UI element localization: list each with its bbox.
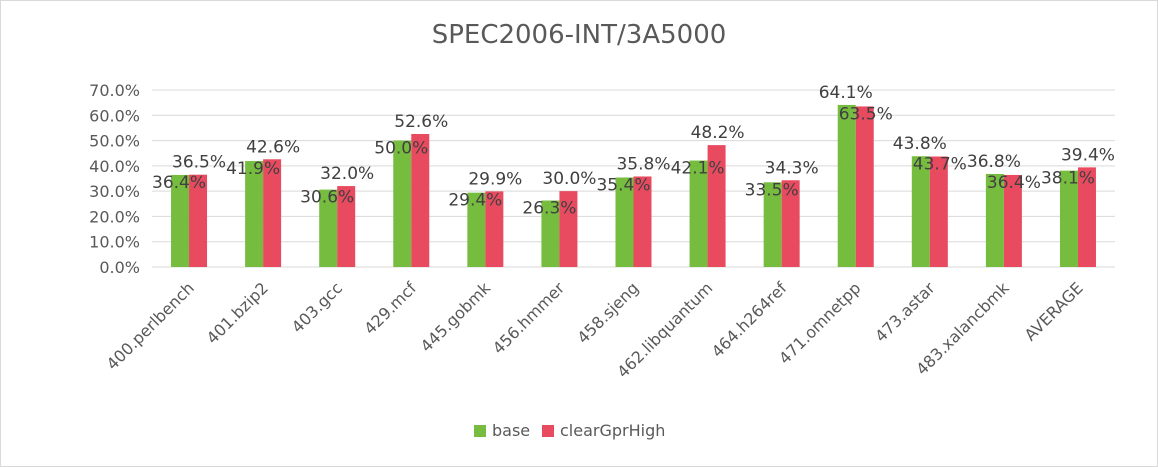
data-label-cleargprhigh: 39.4% xyxy=(1061,145,1115,165)
data-label-cleargprhigh: 30.0% xyxy=(542,169,596,189)
bar-clearGprHigh xyxy=(337,186,356,267)
data-label-base: 36.4% xyxy=(152,173,206,193)
x-tick-label: 445.gobmk xyxy=(417,278,495,356)
y-axis: 0.0% 10.0% 20.0% 30.0% 40.0% 50.0% 60.0% 70.0% xyxy=(89,81,140,277)
x-tick-label: 456.hmmer xyxy=(489,278,569,358)
legend-swatch-base xyxy=(474,425,486,437)
bar-base xyxy=(319,189,338,267)
data-label-base: 30.6% xyxy=(300,188,354,208)
bar-base xyxy=(837,104,856,267)
bar-clearGprHigh xyxy=(263,159,282,267)
bar-base xyxy=(467,192,486,267)
bar-base xyxy=(1059,170,1078,267)
gridlines xyxy=(152,89,1115,268)
x-tick-label: 403.gcc xyxy=(288,278,346,336)
data-label-base: 36.8% xyxy=(967,152,1021,172)
data-label-cleargprhigh: 36.4% xyxy=(987,173,1041,193)
bar-clearGprHigh xyxy=(707,145,726,267)
y-tick-label: 70.0% xyxy=(89,81,140,100)
data-label-base: 43.8% xyxy=(893,134,947,154)
y-tick-label: 40.0% xyxy=(89,157,140,176)
bar-base xyxy=(985,173,1004,267)
bar-clearGprHigh xyxy=(559,191,578,267)
bar-base xyxy=(541,200,560,267)
data-labels: 36.4%36.5% 41.9%42.6%30.6%32.0%50.0%52.6%… xyxy=(152,83,1115,219)
legend-label-base: base xyxy=(492,421,530,440)
x-axis: 400.perlbench 401.bzip2 403.gcc 429.mcf445.… xyxy=(103,278,1087,382)
data-label-cleargprhigh: 43.7% xyxy=(913,155,967,175)
bar-clearGprHigh xyxy=(485,191,504,267)
data-label-cleargprhigh: 42.6% xyxy=(246,137,300,157)
bars xyxy=(171,104,1096,267)
data-label-cleargprhigh: 29.9% xyxy=(468,169,522,189)
x-tick-label: 401.bzip2 xyxy=(203,278,272,347)
y-tick-label: 0.0% xyxy=(99,258,140,277)
bar-base xyxy=(689,160,708,267)
x-tick-label: 400.perlbench xyxy=(103,278,198,373)
y-tick-label: 10.0% xyxy=(89,233,140,252)
x-tick-label: 464.h264ref xyxy=(708,278,791,361)
x-tick-label: 458.sjeng xyxy=(573,278,642,347)
bar-base xyxy=(245,161,264,267)
bar-clearGprHigh xyxy=(1003,174,1022,267)
data-label-base: 33.5% xyxy=(745,180,799,200)
y-tick-label: 50.0% xyxy=(89,132,140,151)
data-label-cleargprhigh: 34.3% xyxy=(765,158,819,178)
data-label-base: 41.9% xyxy=(226,159,280,179)
bar-clearGprHigh xyxy=(1077,167,1096,267)
legend: base clearGprHigh xyxy=(474,421,665,440)
bar-base xyxy=(911,156,930,267)
data-label-base: 29.4% xyxy=(448,191,502,211)
x-tick-label: 473.astar xyxy=(871,278,939,346)
data-label-cleargprhigh: 48.2% xyxy=(691,123,745,143)
data-label-cleargprhigh: 52.6% xyxy=(394,112,448,132)
data-label-base: 64.1% xyxy=(819,83,873,103)
bar-base xyxy=(763,182,782,267)
bar-base xyxy=(171,174,190,267)
x-tick-label: AVERAGE xyxy=(1021,278,1087,344)
data-label-base: 26.3% xyxy=(522,198,576,218)
legend-swatch-clearGprHigh xyxy=(542,425,554,437)
y-tick-label: 60.0% xyxy=(89,106,140,125)
data-label-cleargprhigh: 32.0% xyxy=(320,164,374,184)
data-label-base: 42.1% xyxy=(671,159,725,179)
data-label-cleargprhigh: 35.8% xyxy=(616,154,670,174)
bar-clearGprHigh xyxy=(929,156,948,267)
data-label-base: 38.1% xyxy=(1041,169,1095,189)
data-label-base: 35.4% xyxy=(596,175,650,195)
bar-base xyxy=(393,140,412,267)
x-tick-label: 429.mcf xyxy=(360,278,420,338)
bar-clearGprHigh xyxy=(411,133,430,267)
bar-base xyxy=(615,177,634,267)
y-tick-label: 20.0% xyxy=(89,207,140,226)
bar-clearGprHigh xyxy=(781,180,800,267)
data-label-base: 50.0% xyxy=(374,139,428,159)
legend-label-clearGprHigh: clearGprHigh xyxy=(560,421,665,440)
data-label-cleargprhigh: 36.5% xyxy=(172,153,226,173)
chart-title: SPEC2006-INT/3A5000 xyxy=(432,20,727,50)
bar-clearGprHigh xyxy=(189,174,208,267)
bar-clearGprHigh xyxy=(855,106,874,267)
bar-clearGprHigh xyxy=(633,176,652,267)
y-tick-label: 30.0% xyxy=(89,182,140,201)
data-label-cleargprhigh: 63.5% xyxy=(839,104,893,124)
